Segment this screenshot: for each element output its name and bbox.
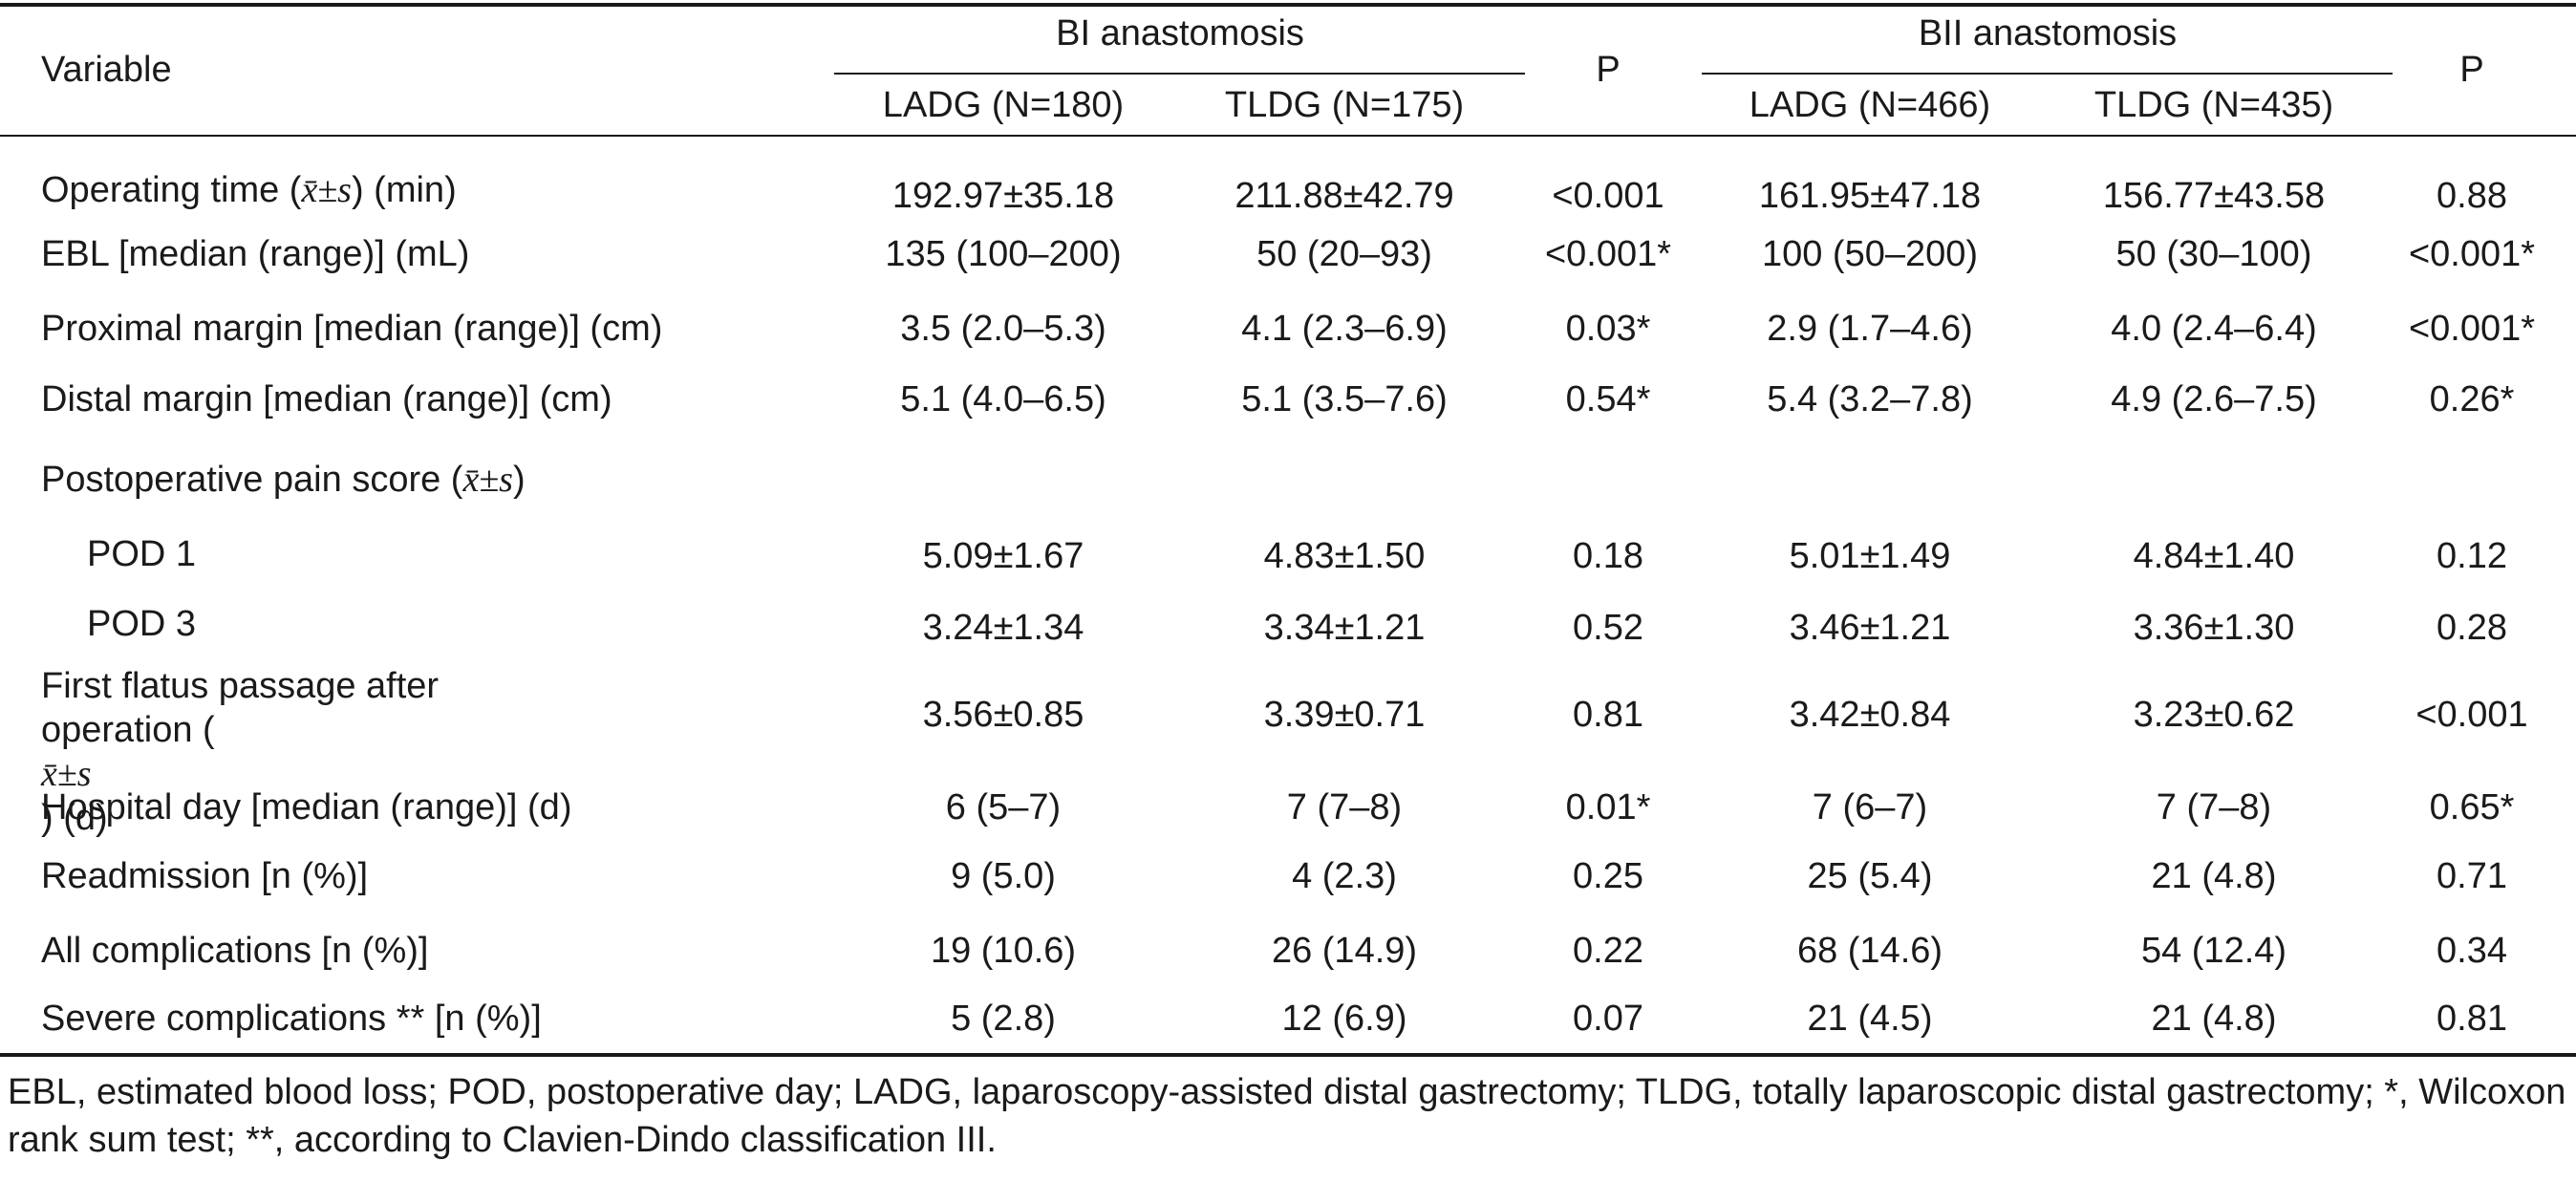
row-label-readmission: Readmission [n (%)] [41, 856, 369, 896]
table-cell: 0.25 [1573, 856, 1643, 896]
table-cell: 3.39±0.71 [1263, 695, 1426, 735]
row-label-severe-complications: Severe complications ** [n (%)] [41, 999, 542, 1039]
table-cell: 0.81 [2436, 999, 2507, 1039]
row-label-ebl: EBL [median (range)] (mL) [41, 234, 470, 274]
table-cell: 156.77±43.58 [2102, 176, 2326, 216]
table-cell: 4.83±1.50 [1263, 536, 1426, 576]
header-bii-p: P [2459, 50, 2484, 90]
table-cell: 0.07 [1573, 999, 1643, 1039]
table-header-rule [0, 135, 2576, 137]
row-label-all-complications: All complications [n (%)] [41, 931, 429, 971]
table-cell: 135 (100–200) [885, 234, 1122, 274]
bii-group-rule [1702, 73, 2393, 75]
table-cell: 0.03* [1565, 309, 1651, 349]
table-cell: 0.65* [2429, 787, 2515, 827]
table-cell: 0.54* [1565, 379, 1651, 419]
table-cell: 192.97±35.18 [891, 176, 1115, 216]
table-cell: 3.42±0.84 [1789, 695, 1951, 735]
table-cell: 21 (4.8) [2151, 856, 2277, 896]
table-cell: 0.81 [1573, 695, 1643, 735]
table-cell: 0.28 [2436, 608, 2507, 648]
table-cell: 0.12 [2436, 536, 2507, 576]
row-label-distal-margin: Distal margin [median (range)] (cm) [41, 379, 612, 419]
table-cell: 54 (12.4) [2140, 931, 2287, 971]
table-cell: 5.1 (3.5–7.6) [1241, 379, 1448, 419]
table-cell: 5 (2.8) [951, 999, 1056, 1039]
table-cell: 4 (2.3) [1292, 856, 1397, 896]
mean-sd-formula: x̄±s [462, 460, 513, 500]
table-cell: 3.36±1.30 [2133, 608, 2295, 648]
header-variable: Variable [41, 50, 172, 90]
table-cell: 0.71 [2436, 856, 2507, 896]
table-cell: 5.09±1.67 [922, 536, 1084, 576]
table-cell: 19 (10.6) [930, 931, 1077, 971]
table-cell: <0.001 [1552, 176, 1664, 216]
table-cell: 4.9 (2.6–7.5) [2111, 379, 2317, 419]
table-cell: 5.4 (3.2–7.8) [1767, 379, 1973, 419]
table-cell: 4.84±1.40 [2133, 536, 2295, 576]
row-label-hospital-day: Hospital day [median (range)] (d) [41, 787, 572, 827]
table-cell: 6 (5–7) [945, 787, 1062, 827]
table-cell: 3.46±1.21 [1789, 608, 1951, 648]
row-label-pod3: POD 3 [87, 604, 197, 644]
row-label-operating-time: Operating time (x̄±s) (min) [41, 170, 457, 210]
table-cell: 100 (50–200) [1761, 234, 1979, 274]
table-cell: 21 (4.8) [2151, 999, 2277, 1039]
table-cell: 0.01* [1565, 787, 1651, 827]
header-bi-p: P [1596, 50, 1621, 90]
table-cell: 5.1 (4.0–6.5) [900, 379, 1106, 419]
table-cell: 3.56±0.85 [922, 695, 1084, 735]
table-cell: 0.18 [1573, 536, 1643, 576]
table-cell: 2.9 (1.7–4.6) [1767, 309, 1973, 349]
table-cell: <0.001* [1544, 234, 1672, 274]
table-cell: <0.001* [2408, 234, 2536, 274]
table-cell: 7 (7–8) [2156, 787, 2272, 827]
header-bii-anastomosis: BII anastomosis [1918, 13, 2178, 54]
header-bi-anastomosis: BI anastomosis [1056, 13, 1304, 54]
mean-sd-formula: x̄±s [41, 754, 92, 794]
table-cell: 161.95±47.18 [1758, 176, 1982, 216]
table-cell: <0.001* [2408, 309, 2536, 349]
table-footnote: EBL, estimated blood loss; POD, postoper… [8, 1072, 2566, 1160]
table-cell: 4.1 (2.3–6.9) [1241, 309, 1448, 349]
table-cell: 21 (4.5) [1807, 999, 1933, 1039]
header-bi-tldg: TLDG (N=175) [1224, 85, 1465, 125]
row-label-first-flatus: First flatus passage after operation (x̄… [41, 666, 440, 838]
table-cell: 7 (7–8) [1286, 787, 1403, 827]
table-bottom-rule [0, 1053, 2576, 1057]
mean-sd-formula: x̄±s [301, 170, 352, 210]
bi-group-rule [834, 73, 1525, 75]
table-cell: 25 (5.4) [1807, 856, 1933, 896]
table-cell: <0.001 [2415, 695, 2528, 735]
table-cell: 26 (14.9) [1271, 931, 1418, 971]
table-cell: 0.26* [2429, 379, 2515, 419]
row-label-pod1: POD 1 [87, 534, 197, 574]
row-label-proximal-margin: Proximal margin [median (range)] (cm) [41, 309, 663, 349]
table-cell: 3.5 (2.0–5.3) [900, 309, 1106, 349]
table-cell: 5.01±1.49 [1789, 536, 1951, 576]
table-cell: 3.23±0.62 [2133, 695, 2295, 735]
table-cell: 50 (30–100) [2115, 234, 2312, 274]
table-cell: 4.0 (2.4–6.4) [2111, 309, 2317, 349]
table-cell: 0.88 [2436, 176, 2507, 216]
table-cell: 68 (14.6) [1796, 931, 1943, 971]
table-top-rule [0, 3, 2576, 7]
table-cell: 12 (6.9) [1281, 999, 1407, 1039]
table-cell: 211.88±42.79 [1234, 176, 1454, 216]
table-cell: 0.22 [1573, 931, 1643, 971]
row-label-pain-score: Postoperative pain score (x̄±s) [41, 460, 526, 500]
table-cell: 50 (20–93) [1256, 234, 1432, 274]
table-cell: 0.52 [1573, 608, 1643, 648]
header-bii-tldg: TLDG (N=435) [2093, 85, 2334, 125]
header-bi-ladg: LADG (N=180) [882, 85, 1125, 125]
table-cell: 7 (6–7) [1812, 787, 1928, 827]
table-cell: 9 (5.0) [951, 856, 1056, 896]
table-cell: 0.34 [2436, 931, 2507, 971]
table-cell: 3.24±1.34 [922, 608, 1084, 648]
header-bii-ladg: LADG (N=466) [1749, 85, 1991, 125]
table-cell: 3.34±1.21 [1263, 608, 1426, 648]
